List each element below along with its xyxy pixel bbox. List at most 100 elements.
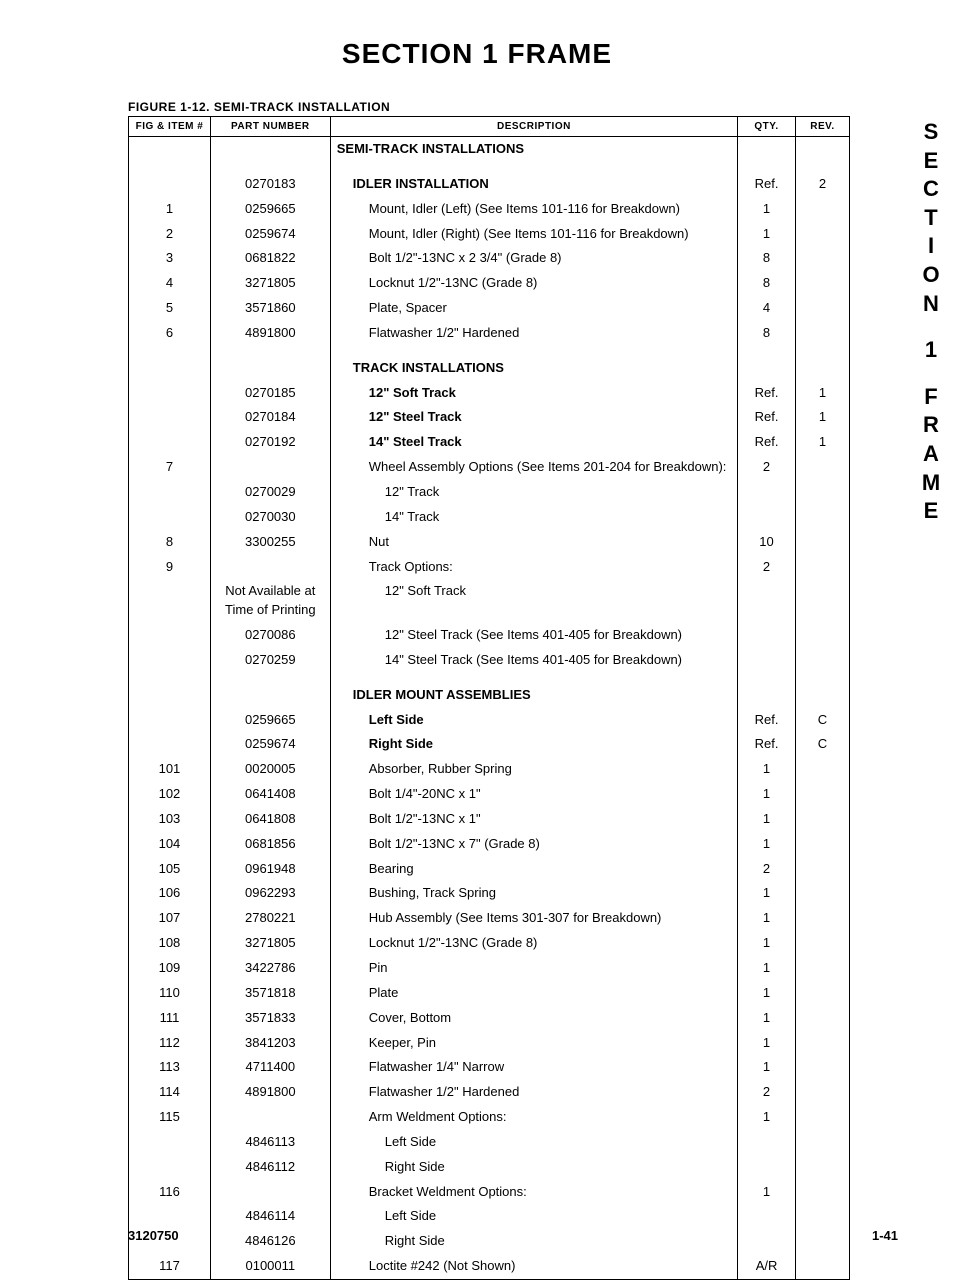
table-row [129, 673, 850, 683]
cell-qty [738, 356, 796, 381]
cell-rev [796, 1130, 850, 1155]
cell-desc: Bearing [330, 857, 737, 882]
cell-desc: Right Side [330, 1155, 737, 1180]
cell-rev [796, 271, 850, 296]
cell-part: 3271805 [210, 271, 330, 296]
cell-fig: 101 [129, 757, 211, 782]
cell-qty: 1 [738, 906, 796, 931]
cell-desc: Left Side [330, 1204, 737, 1229]
cell-fig [129, 1204, 211, 1229]
cell-qty: 1 [738, 1180, 796, 1205]
cell-desc: Locknut 1/2"-13NC (Grade 8) [330, 931, 737, 956]
footer-page-number: 1-41 [872, 1228, 898, 1243]
cell-rev [796, 197, 850, 222]
cell-rev [796, 623, 850, 648]
table-row: 0270183IDLER INSTALLATIONRef.2 [129, 172, 850, 197]
table-row: 1113571833Cover, Bottom1 [129, 1006, 850, 1031]
cell-part: 3571818 [210, 981, 330, 1006]
cell-part: 2780221 [210, 906, 330, 931]
cell-fig [129, 480, 211, 505]
table-row: 1093422786Pin1 [129, 956, 850, 981]
cell-desc: Loctite #242 (Not Shown) [330, 1254, 737, 1279]
cell-qty [738, 1130, 796, 1155]
footer-doc-number: 3120750 [128, 1228, 179, 1243]
cell-desc: IDLER INSTALLATION [330, 172, 737, 197]
cell-rev [796, 906, 850, 931]
cell-part: 0259674 [210, 732, 330, 757]
cell-fig [129, 579, 211, 623]
cell-fig: 105 [129, 857, 211, 882]
cell-part: 0270086 [210, 623, 330, 648]
header-rev: REV. [796, 117, 850, 137]
cell-desc: Right Side [330, 732, 737, 757]
cell-fig: 107 [129, 906, 211, 931]
cell-part [210, 555, 330, 580]
cell-fig: 2 [129, 222, 211, 247]
cell-qty: 1 [738, 1105, 796, 1130]
cell-part: 0259665 [210, 197, 330, 222]
table-row: 027008612" Steel Track (See Items 401-40… [129, 623, 850, 648]
cell-part: 0100011 [210, 1254, 330, 1279]
table-row: 1010020005Absorber, Rubber Spring1 [129, 757, 850, 782]
table-header-row: FIG & ITEM # PART NUMBER DESCRIPTION QTY… [129, 117, 850, 137]
cell-qty: 8 [738, 321, 796, 346]
cell-qty: Ref. [738, 708, 796, 733]
cell-fig: 7 [129, 455, 211, 480]
table-row: 83300255Nut10 [129, 530, 850, 555]
tab-letter: I [908, 232, 954, 261]
cell-desc: Flatwasher 1/2" Hardened [330, 321, 737, 346]
cell-fig: 103 [129, 807, 211, 832]
cell-fig [129, 405, 211, 430]
cell-fig [129, 356, 211, 381]
cell-desc: Nut [330, 530, 737, 555]
table-row: 027002912" Track [129, 480, 850, 505]
page-title: SECTION 1 FRAME [0, 38, 954, 70]
tab-letter: E [908, 497, 954, 526]
cell-part: 0961948 [210, 857, 330, 882]
header-desc: DESCRIPTION [330, 117, 737, 137]
cell-desc: Wheel Assembly Options (See Items 201-20… [330, 455, 737, 480]
cell-rev [796, 782, 850, 807]
cell-qty: 8 [738, 246, 796, 271]
cell-desc: Locknut 1/2"-13NC (Grade 8) [330, 271, 737, 296]
table-row: 0259674Right SideRef.C [129, 732, 850, 757]
cell-qty: 10 [738, 530, 796, 555]
section-tab: SECTION1FRAME [908, 108, 954, 536]
cell-qty [738, 623, 796, 648]
cell-desc: Bolt 1/2"-13NC x 2 3/4" (Grade 8) [330, 246, 737, 271]
cell-fig: 4 [129, 271, 211, 296]
cell-qty: 1 [738, 1031, 796, 1056]
cell-part: 4891800 [210, 321, 330, 346]
cell-desc: 12" Steel Track (See Items 401-405 for B… [330, 623, 737, 648]
table-row: Not Available at Time of Printing12" Sof… [129, 579, 850, 623]
cell-desc: Bracket Weldment Options: [330, 1180, 737, 1205]
cell-part: 0259665 [210, 708, 330, 733]
cell-fig [129, 683, 211, 708]
cell-rev [796, 1180, 850, 1205]
cell-part: 0681822 [210, 246, 330, 271]
table-row: 1020641408Bolt 1/4"-20NC x 1"1 [129, 782, 850, 807]
cell-part: 0270030 [210, 505, 330, 530]
cell-part: 0962293 [210, 881, 330, 906]
cell-desc: 12" Steel Track [330, 405, 737, 430]
tab-letter: C [908, 175, 954, 204]
cell-qty: Ref. [738, 430, 796, 455]
table-row: 1083271805Locknut 1/2"-13NC (Grade 8)1 [129, 931, 850, 956]
table-row: 4846114Left Side [129, 1204, 850, 1229]
cell-desc: 12" Soft Track [330, 381, 737, 406]
cell-qty: 1 [738, 931, 796, 956]
cell-desc: 14" Steel Track (See Items 401-405 for B… [330, 648, 737, 673]
cell-desc: Flatwasher 1/4" Narrow [330, 1055, 737, 1080]
cell-rev [796, 1254, 850, 1279]
table-row: 9Track Options:2 [129, 555, 850, 580]
cell-part: 0681856 [210, 832, 330, 857]
cell-part: 0270192 [210, 430, 330, 455]
cell-desc: 12" Soft Track [330, 579, 737, 623]
cell-qty [738, 137, 796, 162]
cell-qty: A/R [738, 1254, 796, 1279]
cell-rev [796, 321, 850, 346]
cell-qty: 1 [738, 197, 796, 222]
cell-qty: 2 [738, 857, 796, 882]
cell-fig [129, 505, 211, 530]
cell-desc: Bolt 1/2"-13NC x 1" [330, 807, 737, 832]
